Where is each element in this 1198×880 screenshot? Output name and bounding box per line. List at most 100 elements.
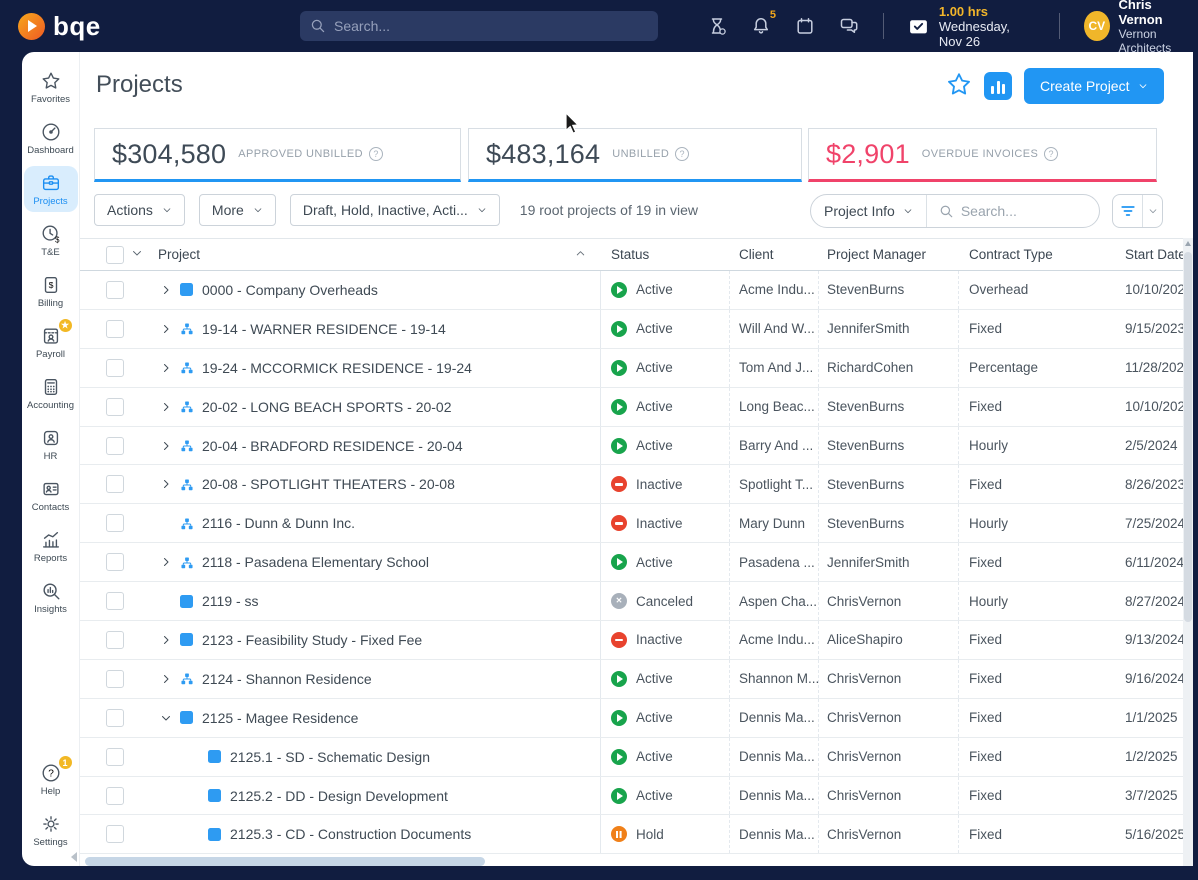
selection-menu-chevron-icon[interactable] xyxy=(131,247,143,262)
filter-expand-button[interactable] xyxy=(1142,195,1162,227)
row-checkbox[interactable] xyxy=(106,398,124,416)
expand-chevron-icon[interactable] xyxy=(158,321,174,337)
project-name-link[interactable]: 20-02 - LONG BEACH SPORTS - 20-02 xyxy=(202,399,452,415)
status-filter-dropdown[interactable]: Draft, Hold, Inactive, Acti... xyxy=(290,194,500,226)
sidebar-item-settings[interactable]: Settings xyxy=(24,807,78,853)
column-header-client[interactable]: Client xyxy=(729,239,818,270)
filter-button[interactable] xyxy=(1113,195,1142,227)
expand-chevron-icon[interactable] xyxy=(158,554,174,570)
sidebar-item-reports[interactable]: Reports xyxy=(24,523,78,569)
column-header-project-manager[interactable]: Project Manager xyxy=(818,239,958,270)
sidebar-item-accounting[interactable]: Accounting xyxy=(24,370,78,416)
row-checkbox[interactable] xyxy=(106,787,124,805)
expand-chevron-icon[interactable] xyxy=(158,282,174,298)
sidebar-item-tne[interactable]: T&E xyxy=(24,217,78,263)
help-tooltip-icon[interactable]: ? xyxy=(1044,147,1058,161)
project-name-link[interactable]: 2118 - Pasadena Elementary School xyxy=(202,554,429,570)
project-name-link[interactable]: 2125.1 - SD - Schematic Design xyxy=(230,749,430,765)
table-row[interactable]: 2125.1 - SD - Schematic Design Active De… xyxy=(80,738,1183,777)
expand-chevron-icon[interactable] xyxy=(158,710,174,726)
project-name-link[interactable]: 0000 - Company Overheads xyxy=(202,282,378,298)
row-checkbox[interactable] xyxy=(106,709,124,727)
row-checkbox[interactable] xyxy=(106,320,124,338)
favorite-star-icon[interactable] xyxy=(946,71,972,102)
sidebar-collapse-icon[interactable] xyxy=(71,852,77,862)
project-name-link[interactable]: 2123 - Feasibility Study - Fixed Fee xyxy=(202,632,422,648)
table-row[interactable]: 2123 - Feasibility Study - Fixed Fee Ina… xyxy=(80,621,1183,660)
row-checkbox[interactable] xyxy=(106,359,124,377)
sidebar-item-hr[interactable]: HR xyxy=(24,421,78,467)
table-row[interactable]: 19-24 - MCCORMICK RESIDENCE - 19-24 Acti… xyxy=(80,349,1183,388)
project-name-link[interactable]: 20-08 - SPOTLIGHT THEATERS - 20-08 xyxy=(202,476,455,492)
table-row[interactable]: 2118 - Pasadena Elementary School Active… xyxy=(80,543,1183,582)
scroll-up-arrow-icon[interactable] xyxy=(1185,241,1191,246)
row-checkbox[interactable] xyxy=(106,670,124,688)
row-checkbox[interactable] xyxy=(106,514,124,532)
sidebar-item-dashboard[interactable]: Dashboard xyxy=(24,115,78,161)
row-checkbox[interactable] xyxy=(106,553,124,571)
expand-chevron-icon[interactable] xyxy=(158,671,174,687)
select-all-checkbox[interactable] xyxy=(106,246,124,264)
actions-dropdown[interactable]: Actions xyxy=(94,194,185,226)
user-menu[interactable]: CV Chris Vernon Vernon Architects xyxy=(1084,0,1198,55)
sidebar-item-contacts[interactable]: Contacts xyxy=(24,472,78,518)
sidebar-item-insights[interactable]: Insights xyxy=(24,574,78,620)
project-name-link[interactable]: 20-04 - BRADFORD RESIDENCE - 20-04 xyxy=(202,438,463,454)
table-row[interactable]: 2125 - Magee Residence Active Dennis Ma.… xyxy=(80,699,1183,738)
expand-chevron-icon[interactable] xyxy=(158,438,174,454)
table-search-input[interactable]: Search... xyxy=(927,203,1099,219)
expand-chevron-icon[interactable] xyxy=(158,399,174,415)
table-row[interactable]: 0000 - Company Overheads Active Acme Ind… xyxy=(80,271,1183,310)
row-checkbox[interactable] xyxy=(106,281,124,299)
sidebar-item-favorites[interactable]: Favorites xyxy=(24,64,78,110)
column-header-start-date[interactable]: Start Date xyxy=(1110,239,1183,270)
table-row[interactable]: 2124 - Shannon Residence Active Shannon … xyxy=(80,660,1183,699)
timer-icon[interactable] xyxy=(707,15,727,37)
row-checkbox[interactable] xyxy=(106,748,124,766)
row-checkbox[interactable] xyxy=(106,475,124,493)
table-row[interactable]: 19-14 - WARNER RESIDENCE - 19-14 Active … xyxy=(80,310,1183,349)
search-field-selector[interactable]: Project Info xyxy=(811,195,927,227)
expand-chevron-icon[interactable] xyxy=(158,360,174,376)
expand-chevron-icon[interactable] xyxy=(158,476,174,492)
table-row[interactable]: 2116 - Dunn & Dunn Inc. Inactive Mary Du… xyxy=(80,504,1183,543)
sidebar-item-payroll[interactable]: Payroll ★ xyxy=(24,319,78,365)
project-name-link[interactable]: 2125.2 - DD - Design Development xyxy=(230,788,448,804)
vertical-scrollbar-thumb[interactable] xyxy=(1184,252,1192,622)
more-dropdown[interactable]: More xyxy=(199,194,276,226)
table-row[interactable]: 2119 - ss Canceled Aspen Cha... ChrisVer… xyxy=(80,582,1183,621)
table-row[interactable]: 20-08 - SPOTLIGHT THEATERS - 20-08 Inact… xyxy=(80,465,1183,504)
table-row[interactable]: 2125.3 - CD - Construction Documents Hol… xyxy=(80,815,1183,854)
help-tooltip-icon[interactable]: ? xyxy=(675,147,689,161)
project-name-link[interactable]: 19-14 - WARNER RESIDENCE - 19-14 xyxy=(202,321,446,337)
help-tooltip-icon[interactable]: ? xyxy=(369,147,383,161)
row-checkbox[interactable] xyxy=(106,631,124,649)
row-checkbox[interactable] xyxy=(106,437,124,455)
row-checkbox[interactable] xyxy=(106,825,124,843)
project-name-link[interactable]: 2125.3 - CD - Construction Documents xyxy=(230,826,471,842)
table-row[interactable]: 2125.2 - DD - Design Development Active … xyxy=(80,777,1183,816)
app-logo[interactable]: bqe xyxy=(18,11,101,42)
table-row[interactable]: 20-04 - BRADFORD RESIDENCE - 20-04 Activ… xyxy=(80,427,1183,466)
vertical-scrollbar[interactable] xyxy=(1183,238,1193,866)
sort-ascending-icon[interactable] xyxy=(575,247,586,262)
table-row[interactable]: 20-02 - LONG BEACH SPORTS - 20-02 Active… xyxy=(80,388,1183,427)
project-name-link[interactable]: 2119 - ss xyxy=(202,593,259,609)
project-name-link[interactable]: 19-24 - MCCORMICK RESIDENCE - 19-24 xyxy=(202,360,472,376)
sidebar-item-projects[interactable]: Projects xyxy=(24,166,78,212)
column-header-contract-type[interactable]: Contract Type xyxy=(958,239,1110,270)
project-name-link[interactable]: 2125 - Magee Residence xyxy=(202,710,358,726)
kpi-card[interactable]: $2,901 OVERDUE INVOICES ? xyxy=(808,128,1157,182)
project-name-link[interactable]: 2116 - Dunn & Dunn Inc. xyxy=(202,515,355,531)
horizontal-scrollbar-thumb[interactable] xyxy=(85,857,485,866)
time-entry-widget[interactable]: 1.00 hrs Wednesday, Nov 26 xyxy=(908,4,1035,49)
calendar-icon[interactable] xyxy=(795,15,815,37)
sidebar-item-billing[interactable]: Billing xyxy=(24,268,78,314)
kpi-card[interactable]: $483,164 UNBILLED ? xyxy=(468,128,802,182)
sidebar-item-help[interactable]: Help 1 xyxy=(24,756,78,802)
global-search-input[interactable]: Search... xyxy=(300,11,658,41)
project-name-link[interactable]: 2124 - Shannon Residence xyxy=(202,671,372,687)
analytics-chart-button[interactable] xyxy=(984,72,1012,100)
messages-icon[interactable] xyxy=(839,15,859,37)
column-header-status[interactable]: Status xyxy=(601,239,729,270)
